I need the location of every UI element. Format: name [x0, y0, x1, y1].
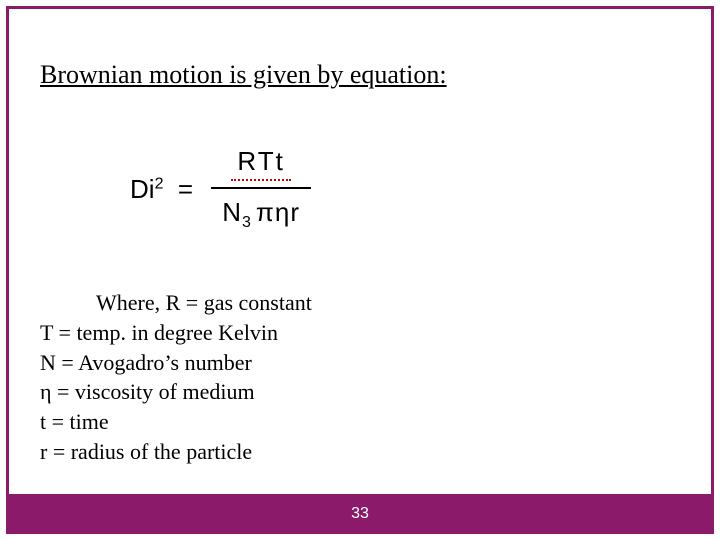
- equation-left-side: Di2 =: [130, 174, 193, 205]
- legend-line: T = temp. in degree Kelvin: [40, 318, 680, 348]
- eq-equals: =: [178, 174, 193, 204]
- legend-line: Where, R = gas constant: [96, 288, 680, 318]
- equation-denominator: N3πηr: [218, 195, 304, 232]
- equation-fraction: RTt N3πηr: [211, 146, 311, 232]
- equation-block: Di2 = RTt N3πηr: [120, 140, 321, 238]
- variable-legend: Where, R = gas constant T = temp. in deg…: [40, 288, 680, 466]
- eq-exponent: 2: [155, 175, 164, 192]
- equation-numerator: RTt: [231, 146, 290, 181]
- legend-line: r = radius of the particle: [40, 437, 680, 467]
- eq-den-tail: πηr: [256, 197, 300, 227]
- legend-line: η = viscosity of medium: [40, 377, 680, 407]
- eq-var-Di: Di: [130, 174, 155, 204]
- fraction-line: [211, 187, 311, 189]
- legend-line: N = Avogadro’s number: [40, 348, 680, 378]
- eq-den-sub3: 3: [242, 214, 252, 231]
- slide-footer: 33: [6, 494, 714, 534]
- page-number: 33: [351, 505, 369, 523]
- legend-line: t = time: [40, 407, 680, 437]
- slide-content: Brownian motion is given by equation: Di…: [40, 60, 680, 466]
- eq-den-N: N: [222, 197, 242, 227]
- section-heading: Brownian motion is given by equation:: [40, 60, 680, 90]
